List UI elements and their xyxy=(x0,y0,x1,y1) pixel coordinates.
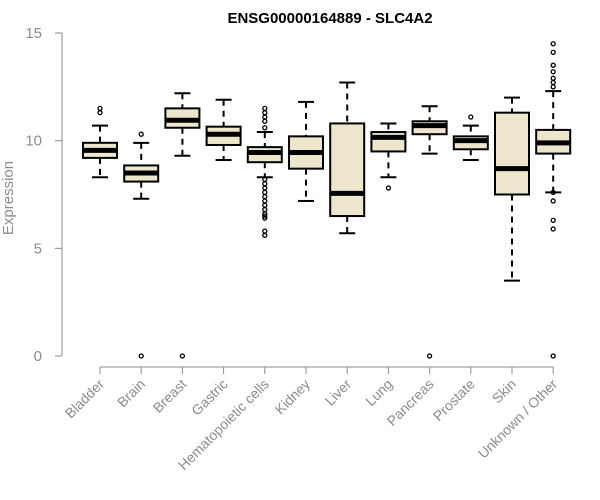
y-tick-label: 10 xyxy=(25,133,42,150)
outlier-point xyxy=(262,206,268,213)
outlier-point xyxy=(550,75,556,81)
outlier-point xyxy=(138,131,144,137)
outlier-point xyxy=(262,232,268,239)
outlier-point xyxy=(262,202,268,208)
outlier-point xyxy=(262,110,268,116)
x-tick-label: Liver xyxy=(322,376,355,409)
x-tick-label: Brain xyxy=(114,376,148,410)
outlier-point xyxy=(262,228,268,234)
x-tick-label: Breast xyxy=(150,376,190,416)
outlier-point xyxy=(550,41,556,47)
outlier-point xyxy=(262,105,268,112)
outlier-point xyxy=(138,353,144,359)
box-group xyxy=(535,41,572,359)
outlier-point xyxy=(550,217,556,223)
box-group xyxy=(123,131,160,359)
outlier-point xyxy=(550,198,556,204)
outlier-point xyxy=(262,215,268,221)
box-group xyxy=(164,92,201,359)
outlier-point xyxy=(550,69,556,75)
outlier-point xyxy=(262,213,268,219)
outlier-point xyxy=(262,198,268,204)
x-tick-label: Skin xyxy=(489,376,520,407)
y-tick-label: 5 xyxy=(34,240,42,257)
outlier-point xyxy=(550,62,556,68)
outlier-point xyxy=(262,194,268,200)
x-tick-label: Prostate xyxy=(430,376,478,424)
y-tick-label: 0 xyxy=(34,348,42,365)
outlier-point xyxy=(262,189,268,195)
outlier-point xyxy=(550,84,556,90)
box-group xyxy=(205,98,242,162)
plot-area xyxy=(82,41,572,359)
chart-title: ENSG00000164889 - SLC4A2 xyxy=(227,10,432,27)
x-tick-label: Bladder xyxy=(62,376,108,422)
outlier-point xyxy=(262,125,268,131)
outlier-point xyxy=(468,114,474,120)
x-tick-label: Lung xyxy=(362,376,395,409)
outlier-point xyxy=(262,118,268,124)
outlier-point xyxy=(97,105,103,112)
iqr-box xyxy=(329,122,366,218)
y-tick-label: 15 xyxy=(25,25,42,42)
outlier-point xyxy=(550,49,556,56)
box-group xyxy=(370,122,407,191)
outlier-point xyxy=(262,176,268,183)
box-group xyxy=(494,96,530,282)
box-group xyxy=(246,105,283,239)
box-group xyxy=(329,81,366,235)
box-group xyxy=(411,105,448,359)
outlier-point xyxy=(426,353,433,359)
outlier-point xyxy=(262,185,268,191)
outlier-point xyxy=(262,181,268,187)
y-axis: 0 5 10 15 xyxy=(25,25,63,365)
outlier-point xyxy=(550,189,556,195)
outlier-point xyxy=(550,226,556,232)
outlier-point xyxy=(550,353,556,359)
y-axis-label: Expression xyxy=(0,161,17,235)
iqr-box xyxy=(494,111,530,196)
box-group xyxy=(288,100,324,202)
outlier-point xyxy=(385,185,392,191)
outlier-point xyxy=(262,114,268,120)
x-tick-label: Kidney xyxy=(272,376,314,418)
outlier-point xyxy=(97,110,103,116)
box-group xyxy=(82,105,118,179)
outlier-point xyxy=(179,353,186,359)
outlier-point xyxy=(550,79,556,86)
box-group xyxy=(452,114,489,162)
